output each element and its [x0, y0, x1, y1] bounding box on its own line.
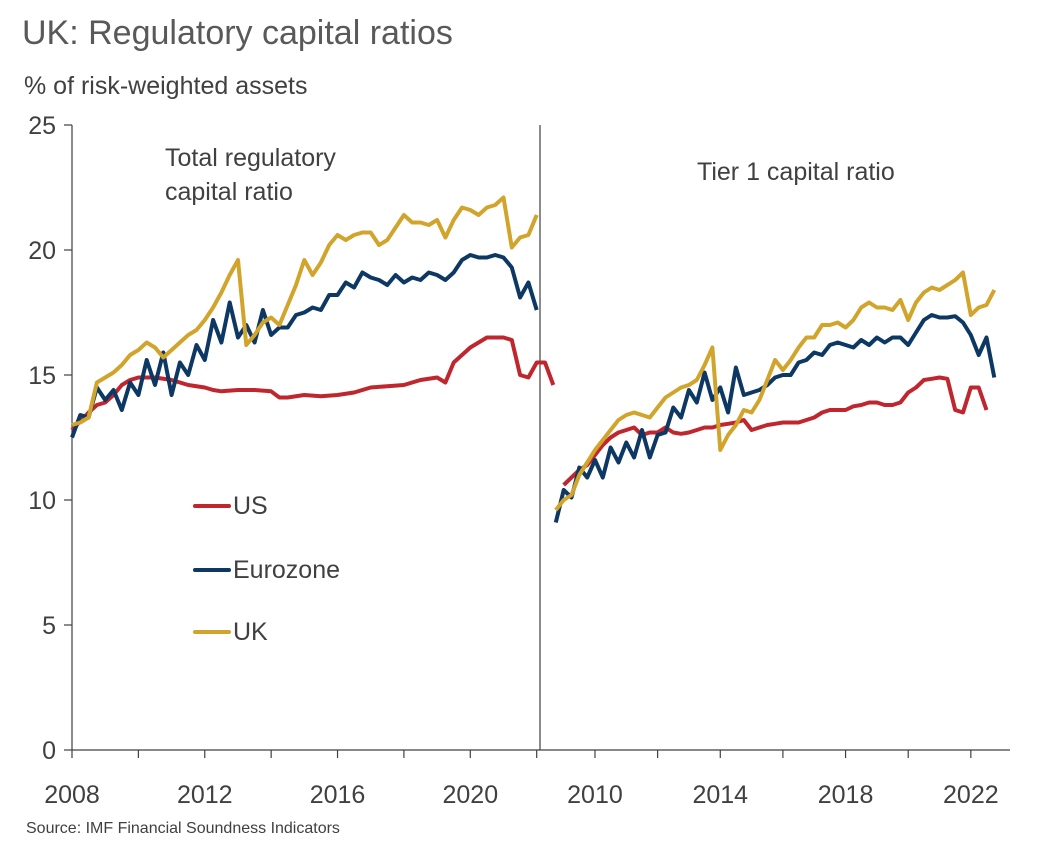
- chart-subtitle: % of risk-weighted assets: [24, 72, 308, 100]
- x-tick-label-p2-2022: 2022: [943, 781, 999, 809]
- x-tick-label-p2-2018: 2018: [818, 781, 874, 809]
- x-tick-label-p1-2020: 2020: [442, 781, 498, 809]
- series-line-p2-uk: [554, 270, 997, 512]
- x-tick-label-p1-2008: 2008: [44, 781, 100, 809]
- y-tick-label-10: 10: [28, 487, 56, 515]
- x-tick-label-p1-2012: 2012: [177, 781, 233, 809]
- series-line-p1-us: [70, 335, 556, 432]
- x-tick-label-p2-2010: 2010: [567, 781, 623, 809]
- source-note: Source: IMF Financial Soundness Indicato…: [26, 820, 340, 837]
- y-tick-label-25: 25: [28, 112, 56, 140]
- legend-label-uk: UK: [233, 617, 268, 646]
- series-line-p2-eurozone: [553, 313, 997, 523]
- chart-title: UK: Regulatory capital ratios: [22, 14, 453, 52]
- y-tick-label-0: 0: [42, 737, 56, 765]
- legend-item-eurozone: Eurozone: [193, 555, 340, 585]
- y-tick-label-5: 5: [42, 612, 56, 640]
- x-tick-label-p1-2016: 2016: [310, 781, 366, 809]
- panel-label-total: Total regulatory capital ratio: [165, 144, 336, 206]
- legend-swatch-uk: [193, 630, 231, 634]
- panel-label-tier1: Tier 1 capital ratio: [697, 158, 895, 186]
- legend-item-uk: UK: [193, 617, 268, 647]
- series-line-p1-eurozone: [70, 253, 539, 439]
- legend-swatch-us: [193, 504, 231, 508]
- y-tick-label-15: 15: [28, 362, 56, 390]
- legend-swatch-eurozone: [193, 568, 231, 572]
- y-tick-label-20: 20: [28, 237, 56, 265]
- series-line-p2-us: [562, 375, 989, 487]
- series-line-p1-uk: [71, 195, 539, 427]
- legend-label-us: US: [233, 491, 268, 520]
- x-tick-label-p2-2014: 2014: [692, 781, 748, 809]
- legend-label-eurozone: Eurozone: [233, 555, 341, 584]
- legend-item-us: US: [193, 491, 268, 521]
